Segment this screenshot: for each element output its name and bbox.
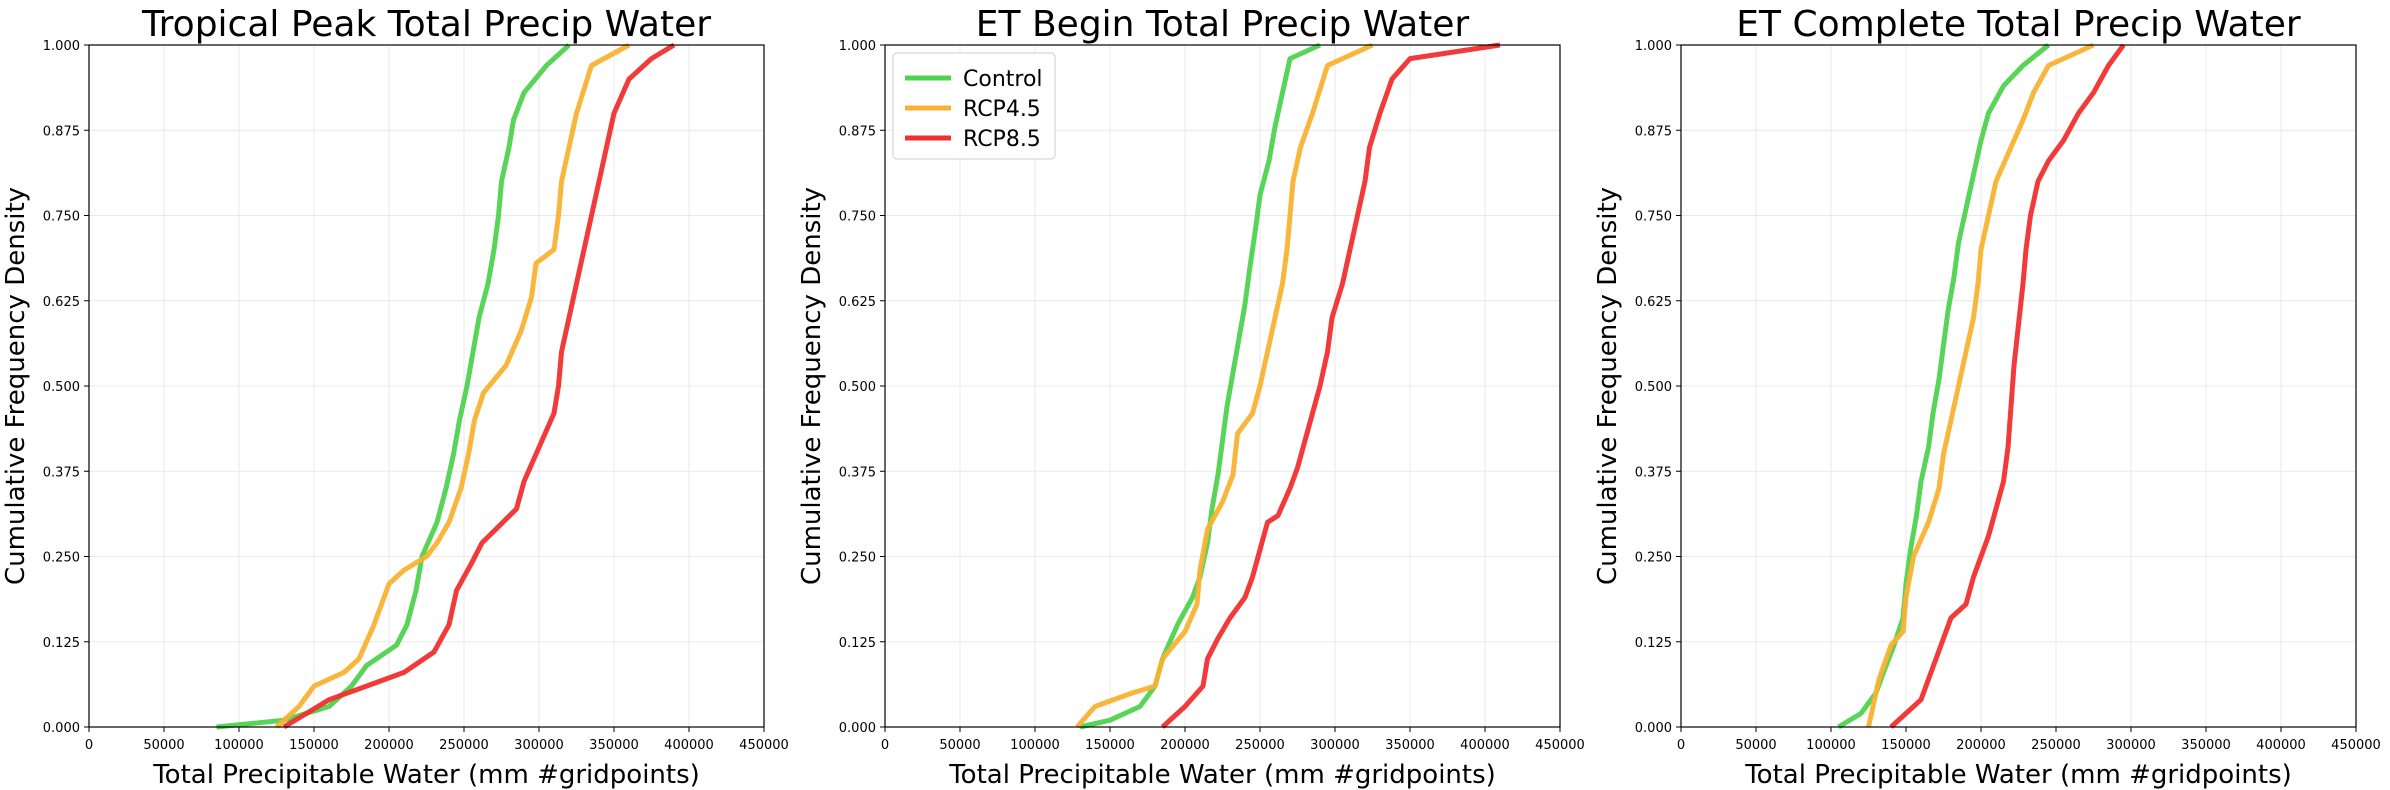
x-tick-label: 200000 bbox=[1956, 738, 2006, 753]
x-tick-label: 400000 bbox=[664, 738, 714, 753]
y-tick-label: 0.750 bbox=[43, 210, 80, 225]
y-tick-label: 0.625 bbox=[1635, 295, 1672, 310]
y-tick-label: 0.875 bbox=[1635, 124, 1672, 139]
y-tick-label: 0.250 bbox=[1635, 551, 1672, 566]
x-tick-label: 0 bbox=[1677, 738, 1685, 753]
plot-frame bbox=[1680, 44, 2357, 728]
x-tick-label: 300000 bbox=[2106, 738, 2156, 753]
legend: Control RCP4.5 RCP8.5 bbox=[892, 52, 1056, 160]
x-tick-label: 450000 bbox=[1535, 738, 1585, 753]
y-tick-label: 0.375 bbox=[43, 465, 80, 480]
y-tick-label: 0.875 bbox=[43, 124, 80, 139]
y-tick-label: 0.750 bbox=[839, 210, 876, 225]
x-tick-label: 300000 bbox=[514, 738, 564, 753]
y-tick-label: 0.500 bbox=[1635, 380, 1672, 395]
x-tick-label: 400000 bbox=[1460, 738, 1510, 753]
y-tick-label: 0.500 bbox=[839, 380, 876, 395]
y-tick-label: 0.125 bbox=[1635, 636, 1672, 651]
y-tick-label: 0.375 bbox=[1635, 465, 1672, 480]
x-tick-label: 300000 bbox=[1310, 738, 1360, 753]
x-tick-label: 50000 bbox=[1735, 738, 1776, 753]
y-tick-label: 0.000 bbox=[839, 721, 876, 736]
chart-panel-1: 0 50000 100000 150000 200000 250000 300000 3500… bbox=[1, 4, 789, 790]
y-tick-label: 0.250 bbox=[839, 551, 876, 566]
y-tick-label: 0.500 bbox=[43, 380, 80, 395]
x-tick-label: 50000 bbox=[939, 738, 980, 753]
y-axis-label: Cumulative Frequency Density bbox=[797, 187, 827, 585]
x-axis-label: Total Precipitable Water (mm #gridpoints… bbox=[948, 760, 1496, 790]
series-line-rcp4-5 bbox=[1866, 42, 2095, 728]
x-tick-label: 350000 bbox=[589, 738, 639, 753]
y-tick-label: 0.250 bbox=[43, 551, 80, 566]
y-axis-label: Cumulative Frequency Density bbox=[1593, 187, 1623, 585]
y-tick-label: 1.000 bbox=[839, 39, 876, 54]
x-tick-label: 100000 bbox=[214, 738, 264, 753]
chart-panel-3: 0 50000 100000 150000 200000 250000 300000 3500… bbox=[1593, 4, 2381, 790]
y-tick-label: 0.875 bbox=[839, 124, 876, 139]
x-tick-label: 50000 bbox=[143, 738, 184, 753]
x-tick-label: 250000 bbox=[2031, 738, 2081, 753]
y-tick-label: 0.125 bbox=[43, 636, 80, 651]
x-tick-label: 200000 bbox=[1160, 738, 1210, 753]
series-line-rcp8-5 bbox=[1889, 43, 2126, 729]
plot-frame bbox=[88, 44, 765, 728]
chart-title: ET Complete Total Precip Water bbox=[1736, 4, 2301, 45]
legend-label-control: Control bbox=[963, 67, 1043, 92]
y-tick-label: 0.625 bbox=[43, 295, 80, 310]
x-tick-label: 250000 bbox=[1235, 738, 1285, 753]
x-tick-label: 150000 bbox=[1881, 738, 1931, 753]
y-tick-label: 0.125 bbox=[839, 636, 876, 651]
x-tick-label: 350000 bbox=[1385, 738, 1435, 753]
y-tick-label: 0.750 bbox=[1635, 210, 1672, 225]
series-line-rcp8-5 bbox=[1160, 42, 1501, 729]
x-tick-label: 100000 bbox=[1010, 738, 1060, 753]
chart-panel-2: 0 50000 100000 150000 200000 250000 300000 3500… bbox=[797, 4, 1585, 790]
plot-frame bbox=[884, 44, 1561, 728]
x-tick-label: 450000 bbox=[2331, 738, 2381, 753]
x-tick-label: 150000 bbox=[1085, 738, 1135, 753]
y-tick-label: 1.000 bbox=[1635, 39, 1672, 54]
legend-label-rcp8-5: RCP8.5 bbox=[963, 127, 1041, 152]
x-tick-label: 150000 bbox=[289, 738, 339, 753]
y-tick-label: 0.375 bbox=[839, 465, 876, 480]
x-tick-label: 350000 bbox=[2181, 738, 2231, 753]
x-tick-label: 0 bbox=[85, 738, 93, 753]
y-tick-label: 0.625 bbox=[839, 295, 876, 310]
x-tick-label: 100000 bbox=[1806, 738, 1856, 753]
x-axis-label: Total Precipitable Water (mm #gridpoints… bbox=[152, 760, 700, 790]
y-tick-label: 0.000 bbox=[43, 721, 80, 736]
x-tick-label: 400000 bbox=[2256, 738, 2306, 753]
y-tick-label: 1.000 bbox=[43, 39, 80, 54]
series-line-control bbox=[216, 43, 571, 730]
series-line-rcp4-5 bbox=[274, 42, 631, 729]
series-line-control bbox=[1837, 43, 2051, 730]
chart-title: Tropical Peak Total Precip Water bbox=[141, 4, 711, 45]
y-tick-label: 0.000 bbox=[1635, 721, 1672, 736]
x-tick-label: 0 bbox=[881, 738, 889, 753]
series-line-rcp8-5 bbox=[282, 42, 676, 730]
series-line-rcp4-5 bbox=[1075, 42, 1374, 729]
x-tick-label: 250000 bbox=[439, 738, 489, 753]
x-tick-label: 200000 bbox=[364, 738, 414, 753]
x-axis-label: Total Precipitable Water (mm #gridpoints… bbox=[1744, 760, 2292, 790]
x-tick-label: 450000 bbox=[739, 738, 789, 753]
legend-label-rcp4-5: RCP4.5 bbox=[963, 97, 1041, 122]
chart-title: ET Begin Total Precip Water bbox=[976, 4, 1470, 45]
y-axis-label: Cumulative Frequency Density bbox=[1, 187, 31, 585]
